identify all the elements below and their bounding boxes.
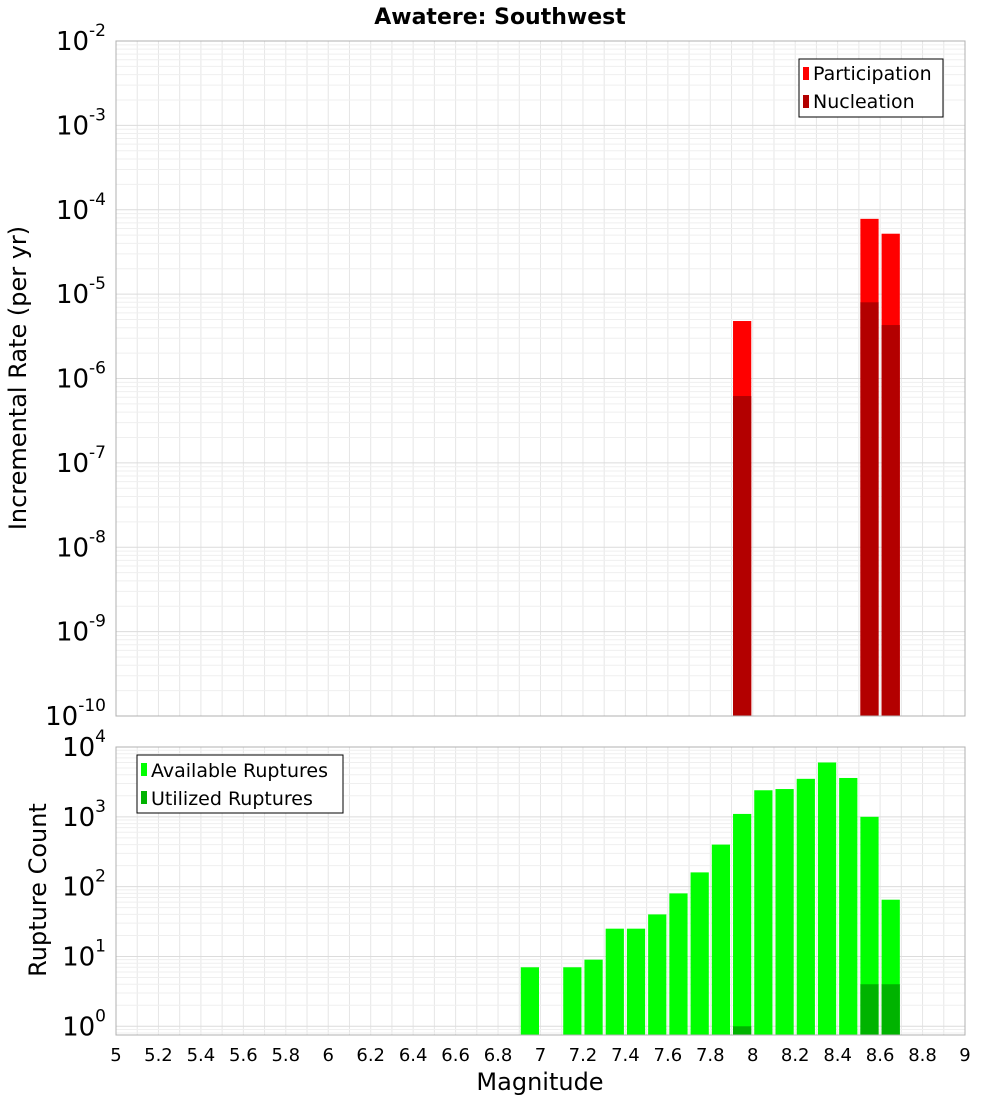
bottom-bar-available-ruptures (584, 959, 603, 1035)
bottom-y-tick-label: 103 (62, 797, 106, 833)
top-legend: Participation Nucleation (798, 58, 944, 118)
bottom-bar-available-ruptures (690, 872, 709, 1035)
bottom-y-tick-label: 104 (62, 727, 106, 763)
bottom-bar-available-ruptures (733, 813, 752, 1035)
top-y-axis-label: Incremental Rate (per yr) (4, 226, 32, 530)
bottom-y-tick-label: 101 (62, 936, 106, 972)
x-tick-label: 9 (959, 1045, 970, 1066)
bottom-y-axis-label: Rupture Count (24, 803, 52, 977)
legend-label-utilized: Utilized Ruptures (151, 788, 313, 810)
x-tick-label: 5.2 (144, 1045, 173, 1066)
x-tick-label: 7.8 (696, 1045, 725, 1066)
bottom-bar-available-ruptures (860, 816, 879, 1035)
x-tick-label: 6.8 (484, 1045, 513, 1066)
top-y-tick-label: 10-3 (56, 105, 106, 141)
legend-swatch-nucleation (803, 95, 809, 108)
bottom-bar-available-ruptures (817, 762, 837, 1035)
bottom-bar-available-ruptures (648, 914, 667, 1035)
x-tick-label: 5.8 (271, 1045, 300, 1066)
x-tick-label: 5 (110, 1045, 121, 1066)
top-y-tick-label: 10-5 (56, 274, 106, 310)
bottom-bar-available-ruptures (796, 778, 815, 1035)
top-y-tick-label: 10-4 (56, 190, 106, 226)
bottom-bar-available-ruptures (626, 928, 646, 1035)
x-tick-label: 8.2 (781, 1045, 810, 1066)
x-tick-label: 7.6 (654, 1045, 683, 1066)
legend-label-available: Available Ruptures (151, 760, 328, 782)
x-tick-label: 6.4 (399, 1045, 428, 1066)
bottom-bar-available-ruptures (775, 789, 794, 1035)
bottom-y-tick-label: 102 (62, 867, 106, 903)
bottom-legend-box (136, 754, 344, 814)
bottom-bar-available-ruptures (520, 967, 539, 1035)
bottom-bar-available-ruptures (711, 844, 731, 1035)
x-tick-label: 5.4 (187, 1045, 216, 1066)
top-y-tick-label: 10-9 (56, 612, 106, 648)
bottom-bar-utilized-ruptures (881, 984, 900, 1035)
x-tick-label: 8.6 (866, 1045, 895, 1066)
top-y-tick-label: 10-2 (56, 21, 106, 57)
x-tick-label: 7.2 (569, 1045, 598, 1066)
bottom-legend: Available Ruptures Utilized Ruptures (136, 754, 344, 814)
bottom-bar-available-ruptures (839, 777, 858, 1035)
x-tick-label: 8 (747, 1045, 758, 1066)
bottom-bar-utilized-ruptures (733, 1026, 752, 1035)
x-tick-label: 7.4 (611, 1045, 640, 1066)
x-tick-label: 6.6 (441, 1045, 470, 1066)
x-tick-label: 7 (535, 1045, 546, 1066)
top-plot-frame (115, 40, 966, 717)
top-legend-box (798, 58, 944, 118)
x-tick-label: 5.6 (229, 1045, 258, 1066)
bottom-bar-available-ruptures (754, 790, 773, 1035)
top-y-tick-label: 10-7 (56, 443, 106, 479)
x-tick-label: 6.2 (356, 1045, 385, 1066)
bottom-bar-available-ruptures (669, 893, 688, 1035)
bottom-y-tick-label: 100 (62, 1006, 106, 1042)
legend-label-participation: Participation (813, 63, 932, 85)
x-tick-label: 8.4 (823, 1045, 852, 1066)
bottom-plot-frame (115, 746, 966, 1036)
legend-label-nucleation: Nucleation (813, 91, 915, 113)
x-axis-label: Magnitude (476, 1068, 603, 1096)
legend-swatch-participation (803, 67, 809, 80)
top-bar-nucleation (733, 396, 752, 716)
x-tick-label: 6 (323, 1045, 334, 1066)
chart-title: Awatere: Southwest (374, 5, 626, 30)
top-bar-nucleation (881, 325, 900, 716)
top-y-tick-label: 10-8 (56, 527, 106, 563)
top-bar-nucleation (860, 302, 879, 716)
top-y-tick-label: 10-10 (45, 696, 106, 732)
legend-swatch-utilized (141, 791, 147, 804)
bottom-bar-available-ruptures (563, 967, 582, 1035)
top-y-tick-label: 10-6 (56, 359, 106, 395)
bottom-bar-available-ruptures (605, 928, 624, 1035)
x-tick-label: 8.8 (908, 1045, 937, 1066)
bottom-bar-utilized-ruptures (860, 984, 879, 1035)
legend-swatch-available (141, 763, 147, 776)
